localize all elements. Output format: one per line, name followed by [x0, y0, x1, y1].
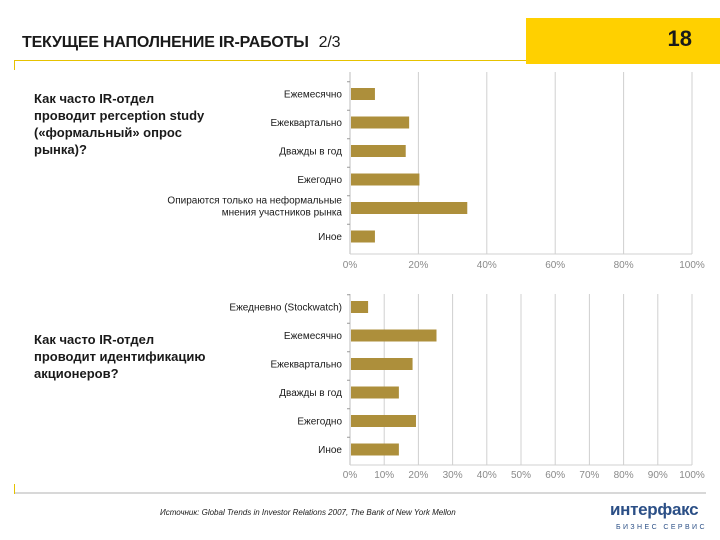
x-tick-label: 80% — [614, 260, 634, 271]
category-label: Иное — [318, 232, 342, 243]
question-perception-study: Как часто IR-отдел проводит perception s… — [34, 91, 205, 157]
source-note: Источник: Global Trends in Investor Rela… — [160, 508, 456, 517]
x-tick-label: 80% — [614, 470, 634, 481]
x-tick-label: 20% — [408, 260, 428, 271]
slide-header: ТЕКУЩЕЕ НАПОЛНЕНИЕ IR-РАБОТЫ 2/3 18 — [0, 0, 720, 70]
slide-title: ТЕКУЩЕЕ НАПОЛНЕНИЕ IR-РАБОТЫ 2/3 — [22, 34, 341, 52]
slide-title-text: ТЕКУЩЕЕ НАПОЛНЕНИЕ IR-РАБОТЫ — [22, 34, 309, 51]
bar — [351, 386, 399, 399]
slide-subtitle: 2/3 — [318, 34, 341, 51]
bar — [351, 88, 375, 100]
bar — [351, 116, 410, 129]
interfax-logo: интерфакс БИЗНЕС СЕРВИС — [610, 500, 710, 540]
bar — [351, 415, 416, 427]
footer-divider-tick — [14, 484, 15, 494]
category-label: Ежедневно (Stockwatch) — [229, 303, 342, 314]
x-tick-label: 90% — [648, 470, 668, 481]
category-label: Ежегодно — [297, 175, 342, 186]
x-tick-label: 40% — [477, 260, 497, 271]
x-tick-label: 100% — [679, 260, 705, 271]
category-label: Опираются только на неформальные мнения у… — [167, 195, 342, 219]
chart-perception-study: 0% 20% 40% 60% 80% 100% Ежемесячно Ежеквартальн… — [167, 72, 705, 271]
category-label: Ежемесячно — [284, 90, 343, 101]
bar — [351, 230, 375, 243]
category-label: Ежеквартально — [270, 118, 342, 129]
x-tick-label: 100% — [679, 470, 705, 481]
x-tick-label: 0% — [343, 470, 358, 481]
x-tick-label: 10% — [374, 470, 394, 481]
chart-shareholder-identification: 0% 10% 20% 30% 40% 50% 60% 70% 80% 90% 100% Ежеднев… — [229, 294, 705, 481]
category-label: Дважды в год — [279, 388, 342, 399]
bar — [351, 202, 468, 214]
bar — [351, 301, 369, 313]
logo-tagline: БИЗНЕС СЕРВИС — [616, 524, 707, 531]
footer-divider — [14, 492, 706, 494]
page-number: 18 — [667, 26, 692, 51]
x-tick-label: 30% — [443, 470, 463, 481]
x-tick-label: 60% — [545, 260, 565, 271]
bar — [351, 443, 399, 456]
x-tick-label: 70% — [579, 470, 599, 481]
x-tick-label: 50% — [511, 470, 531, 481]
page-number-box: 18 — [526, 18, 720, 64]
bar — [351, 145, 406, 157]
header-rule-tick — [14, 60, 15, 70]
header-rule — [14, 60, 526, 61]
bar — [351, 358, 413, 370]
logo-wordmark: интерфакс — [610, 500, 699, 519]
category-label: Дважды в год — [279, 147, 342, 158]
question-shareholder-identification: Как часто IR-отдел проводит идентификаци… — [34, 332, 206, 381]
x-tick-label: 40% — [477, 470, 497, 481]
category-label: Ежегодно — [297, 417, 342, 428]
x-tick-label: 0% — [343, 260, 358, 271]
x-tick-label: 60% — [545, 470, 565, 481]
category-label: Ежеквартально — [270, 360, 342, 371]
bar — [351, 329, 437, 342]
category-label: Иное — [318, 445, 342, 456]
category-label: Ежемесячно — [284, 331, 343, 342]
bar — [351, 173, 420, 186]
x-tick-label: 20% — [408, 470, 428, 481]
